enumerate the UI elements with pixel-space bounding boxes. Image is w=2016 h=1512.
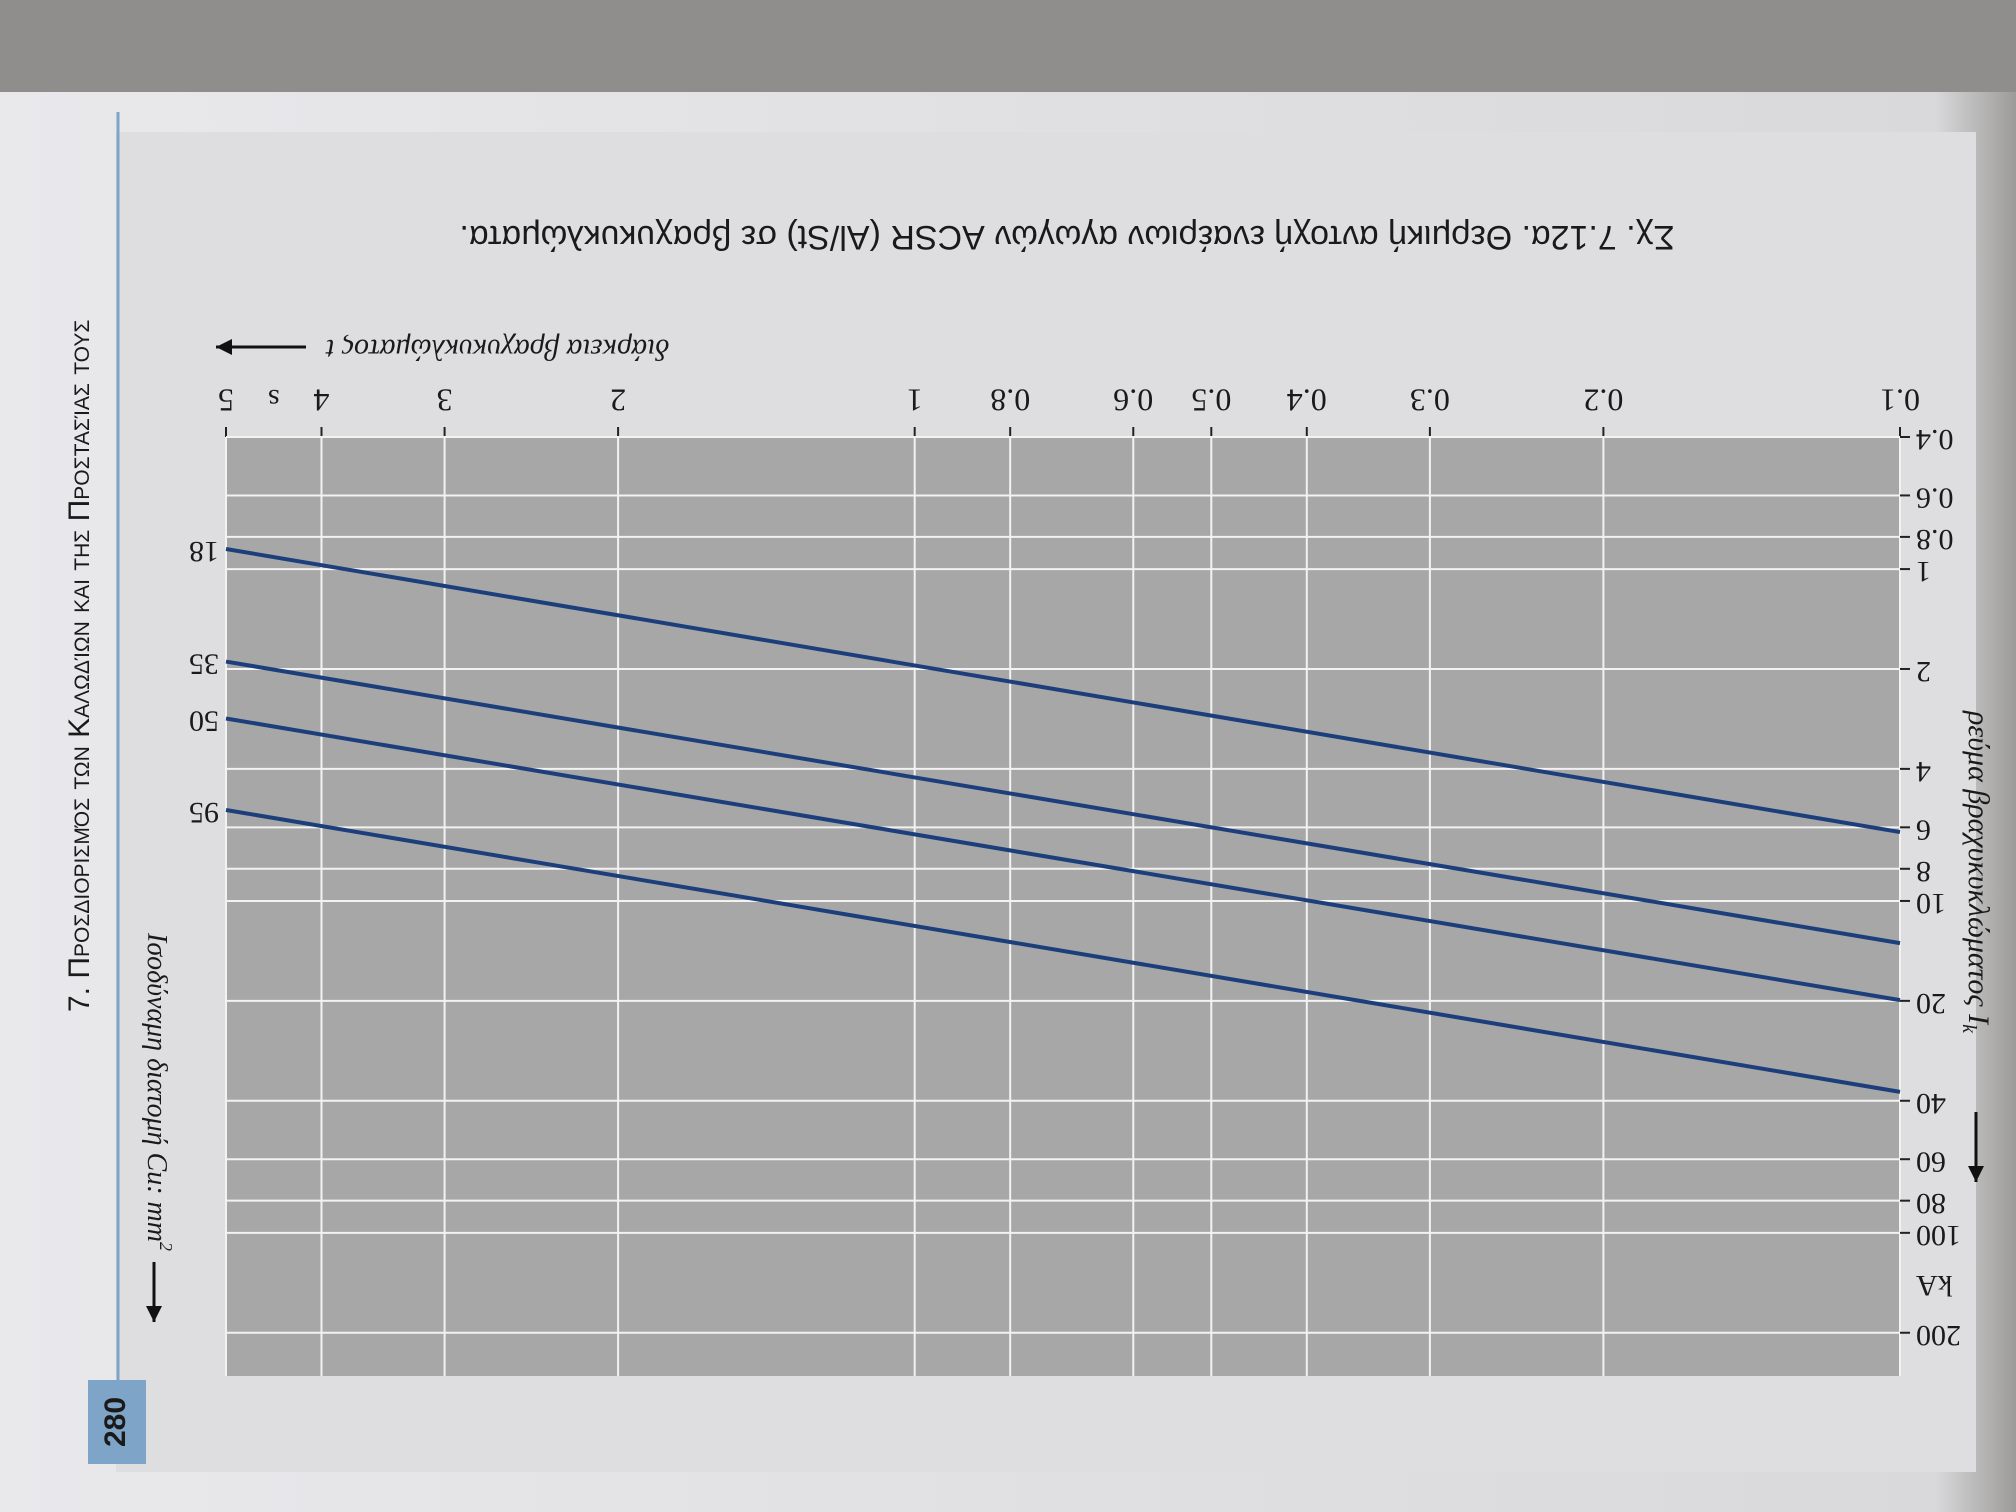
x-tick-label: 5 <box>218 383 234 419</box>
y-tick-label: 60 <box>1916 1145 1946 1178</box>
y-tick-label: 1 <box>1916 555 1931 588</box>
figure-caption: Σχ. 7.12α. Θερμική αντοχή εναέριων αγωγώ… <box>459 218 1674 256</box>
y-tick-label: 0.8 <box>1916 523 1954 556</box>
page-number-box <box>88 1380 146 1464</box>
page-header: 7. Προσδιορισμός των Καλωδίων και της Πρ… <box>63 320 96 1012</box>
series-line <box>225 808 1901 1094</box>
y-unit: kA <box>1916 1269 1953 1302</box>
x-tick-label: 0.5 <box>1191 383 1231 419</box>
arrow-head <box>1968 1166 1984 1182</box>
y-tick-label: 4 <box>1916 755 1931 788</box>
legend-title-main: Ισοδύναμη διατομή Cu: mm <box>141 932 172 1242</box>
series-line <box>225 716 1901 1003</box>
x-tick-label: 0.3 <box>1410 383 1450 419</box>
x-unit: s <box>268 383 280 416</box>
arrow-head <box>146 1306 162 1322</box>
x-tick-label: 3 <box>437 383 453 419</box>
x-tick-label: 0.2 <box>1583 383 1623 419</box>
x-tick-label: 0.1 <box>1880 383 1920 419</box>
series-line <box>225 547 1901 835</box>
arrow-head <box>216 339 232 355</box>
series-label: 95 <box>189 796 219 829</box>
y-axis-title: ρεύμα βραχυκυκλώματος Ik <box>1958 710 1995 1034</box>
y-axis-title-main: ρεύμα βραχυκυκλώματος I <box>1962 710 1995 1026</box>
y-tick-label: 6 <box>1916 813 1931 846</box>
x-tick-label: 1 <box>907 383 923 419</box>
y-tick-label: 8 <box>1916 855 1931 888</box>
y-tick-label: 200 <box>1916 1319 1961 1352</box>
x-tick-label: 0.4 <box>1287 383 1327 419</box>
y-tick-label: 80 <box>1916 1187 1946 1220</box>
y-tick-label: 0.6 <box>1916 482 1954 515</box>
y-tick-label: 100 <box>1916 1219 1961 1252</box>
series-label: 35 <box>189 648 219 681</box>
legend-title: Ισοδύναμη διατομή Cu: mm2 <box>141 932 176 1251</box>
x-tick-label: 0.6 <box>1113 383 1153 419</box>
y-tick-label: 2 <box>1916 655 1931 688</box>
series-label: 50 <box>189 705 219 738</box>
plot-area <box>226 437 1900 1376</box>
y-tick-label: 0.4 <box>1916 423 1954 456</box>
x-tick-label: 4 <box>313 383 329 419</box>
y-tick-label: 40 <box>1916 1087 1946 1120</box>
x-tick-label: 0.8 <box>990 383 1030 419</box>
x-tick-label: 2 <box>610 383 626 419</box>
x-axis-title: διάρκεια βραχυκυκλώματος t <box>325 333 669 366</box>
y-axis-title-sub: k <box>1958 1024 1980 1034</box>
rotated-page: 280 7. Προσδιορισμός των Καλωδίων και τη… <box>0 92 2016 1512</box>
series-label: 18 <box>189 535 219 568</box>
legend-title-sup: 2 <box>156 1242 176 1251</box>
page-number: 280 <box>99 1397 132 1447</box>
y-tick-label: 20 <box>1916 987 1946 1020</box>
series-line <box>225 659 1901 946</box>
y-tick-label: 10 <box>1916 887 1946 920</box>
